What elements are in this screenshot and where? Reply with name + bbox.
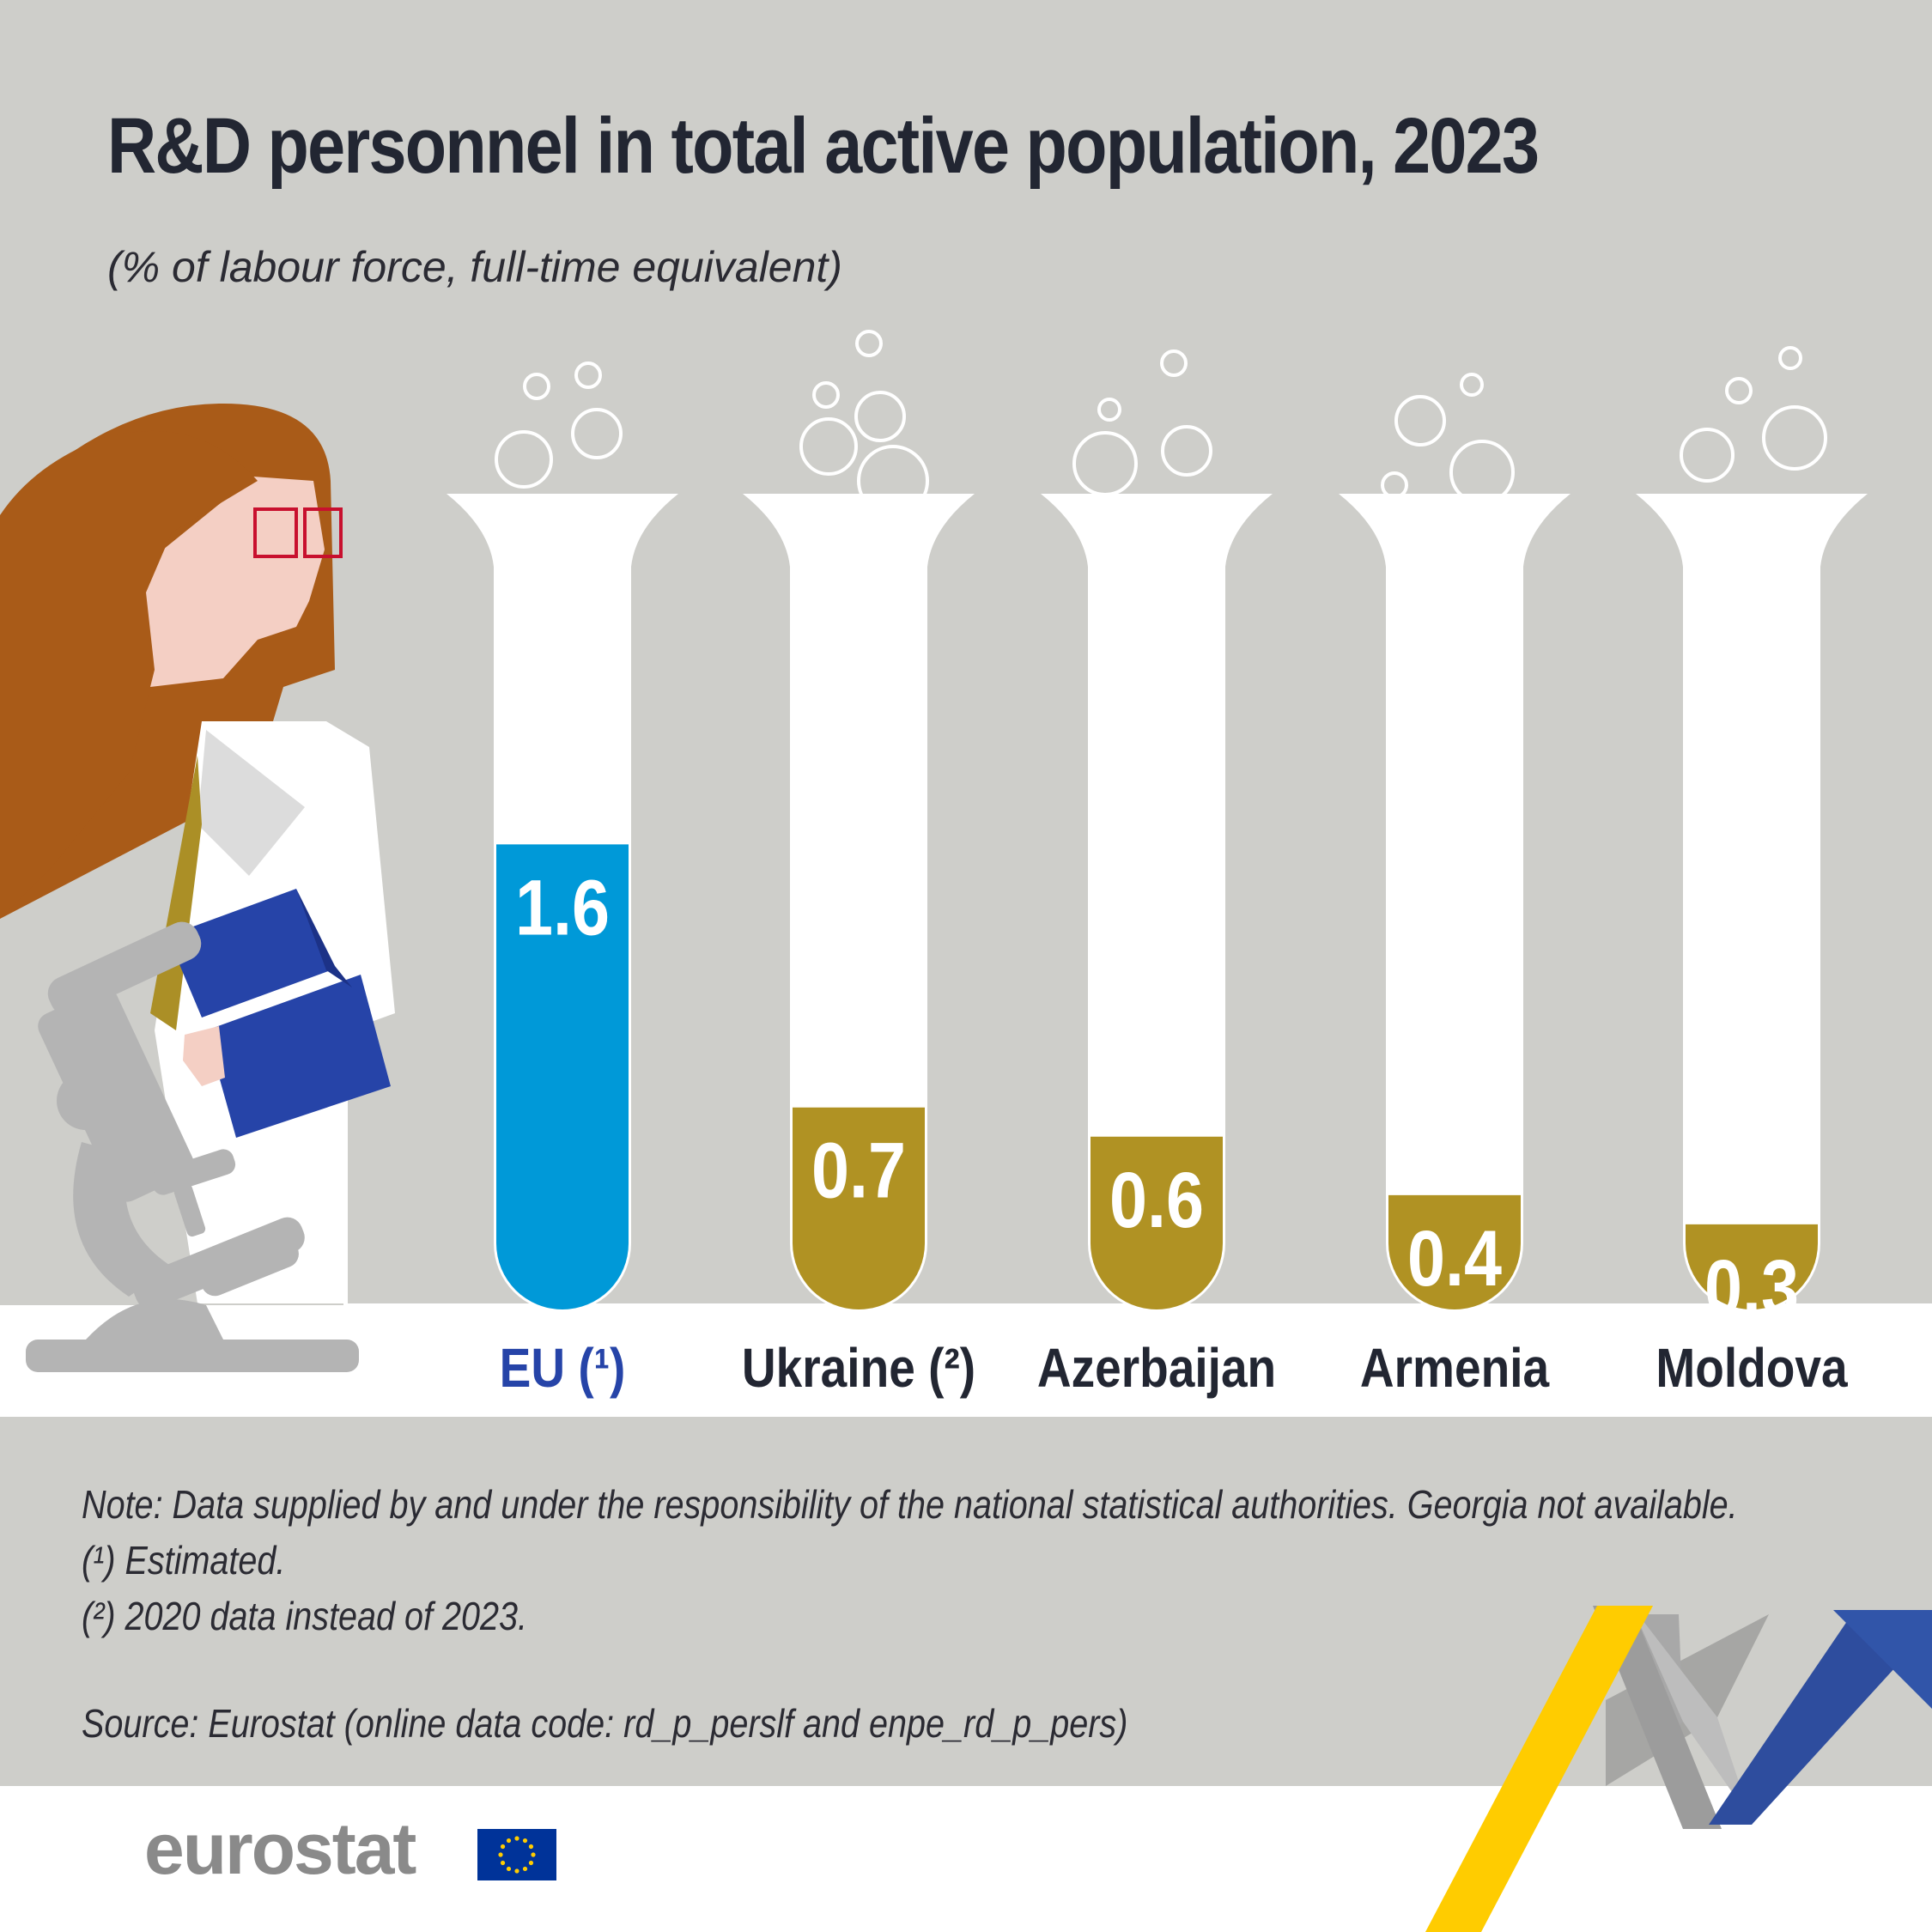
bar-value-label: 0.6 [1109, 1156, 1204, 1244]
eurostat-logo: eurostat [144, 1808, 416, 1889]
coat-collar [197, 730, 305, 876]
test-tube [1636, 494, 1868, 1312]
bar-value-label: 0.3 [1704, 1243, 1799, 1332]
bubble-icon [1449, 440, 1515, 505]
bar-value-labels: 1.6 0.7 0.6 0.4 0.3 [515, 864, 1799, 1332]
bars [496, 844, 1818, 1309]
note-footnote-2: (²) 2020 data instead of 2023. [82, 1594, 528, 1638]
bubble-icon [495, 430, 553, 489]
test-tube [1041, 494, 1273, 1312]
bubble-icon [1394, 395, 1446, 447]
flag-star-icon [522, 1866, 528, 1872]
bubble-icon [1778, 346, 1802, 370]
flag-star-icon [500, 1844, 506, 1850]
bar-value-label: 0.7 [811, 1127, 906, 1215]
category-label: EU (¹) [499, 1337, 626, 1399]
test-tubes [447, 330, 1868, 1312]
flag-star-icon [506, 1866, 512, 1872]
bubble-icon [1460, 373, 1484, 397]
bar [1686, 1224, 1818, 1309]
category-label: Azerbaijan [1036, 1337, 1277, 1399]
face [144, 477, 325, 687]
bubble-icon [857, 445, 929, 517]
bubble-icon [574, 361, 602, 389]
bubble-icon [1680, 428, 1735, 483]
bubble-icon [1161, 425, 1212, 477]
flag-star-icon [528, 1860, 534, 1866]
bubble-icon [571, 408, 623, 459]
note-footnote-1: (¹) Estimated. [82, 1538, 286, 1583]
bar [1388, 1194, 1521, 1309]
bubble-icon [523, 373, 550, 400]
flag-star-icon [531, 1852, 536, 1857]
flag-star-icon [514, 1868, 519, 1874]
category-label: Moldova [1656, 1337, 1848, 1399]
bar [496, 844, 629, 1309]
bar-value-label: 0.4 [1407, 1214, 1502, 1303]
ribbon-graphic [1425, 1606, 1932, 1932]
note-text: Note: Data supplied by and under the res… [82, 1482, 1738, 1527]
hair-front [0, 430, 258, 919]
category-label: Ukraine (²) [741, 1337, 976, 1399]
flag-star-icon [498, 1852, 503, 1857]
bubble-icon [1381, 471, 1408, 499]
eu-flag-icon [477, 1829, 556, 1880]
microscope-icon [26, 921, 359, 1372]
hand [183, 1026, 225, 1086]
bubble-icon [1160, 349, 1188, 377]
test-tube [1339, 494, 1571, 1312]
category-label: Armenia [1359, 1337, 1550, 1399]
scientist-illustration [0, 404, 395, 1372]
flag-star-icon [522, 1838, 528, 1844]
bubble-icon [799, 417, 858, 476]
glasses-icon [253, 507, 298, 558]
chart-title: R&D personnel in total active population… [107, 102, 1540, 190]
binder-icon [167, 889, 391, 1138]
label-strip [343, 1303, 1932, 1417]
flag-star-icon [500, 1860, 506, 1866]
bubble-icon [1725, 377, 1753, 404]
bubble-icon [1072, 431, 1138, 496]
bar-value-label: 1.6 [515, 864, 610, 952]
flag-star-icon [506, 1838, 512, 1844]
flag-star-icon [528, 1844, 534, 1850]
chart-subtitle: (% of labour force, full-time equivalent… [107, 243, 842, 291]
bubble-icon [855, 330, 883, 357]
bubble-icon [1762, 405, 1827, 471]
source-text: Source: Eurostat (online data code: rd_p… [82, 1701, 1128, 1746]
flag-star-icon [514, 1836, 519, 1841]
bar [1091, 1136, 1223, 1309]
bar [793, 1107, 925, 1309]
bubble-icon [812, 381, 840, 409]
bubble-icon [1097, 398, 1121, 422]
bubble-icon [854, 391, 906, 442]
footer [0, 1786, 1932, 1932]
